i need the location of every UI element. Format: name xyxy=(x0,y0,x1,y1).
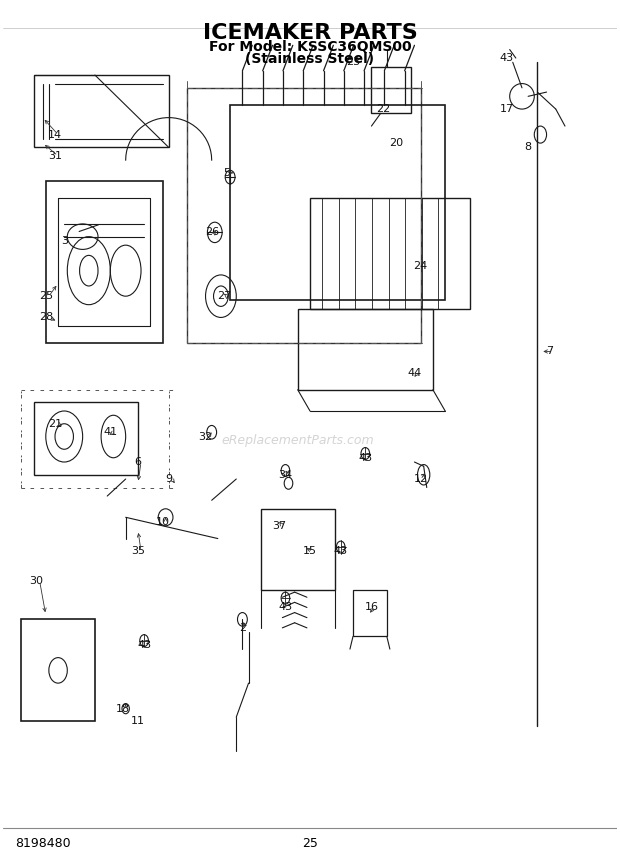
Bar xyxy=(298,309,433,389)
Text: 30: 30 xyxy=(30,576,43,586)
Text: 34: 34 xyxy=(278,470,293,479)
Text: 44: 44 xyxy=(407,368,422,377)
Text: eReplacementParts.com: eReplacementParts.com xyxy=(221,434,374,447)
Text: 5: 5 xyxy=(224,168,231,178)
Bar xyxy=(33,75,169,147)
Text: 21: 21 xyxy=(48,419,62,429)
Bar xyxy=(371,67,412,113)
Text: 7: 7 xyxy=(546,347,553,356)
Text: 43: 43 xyxy=(500,53,514,63)
Text: (Stainless Steel): (Stainless Steel) xyxy=(246,52,374,66)
Text: 35: 35 xyxy=(131,546,145,556)
Text: 10: 10 xyxy=(156,516,169,526)
Bar xyxy=(310,199,470,309)
Text: 8198480: 8198480 xyxy=(15,836,71,849)
Text: 24: 24 xyxy=(414,261,428,271)
Text: 8: 8 xyxy=(525,142,532,152)
Text: 26: 26 xyxy=(205,228,219,237)
Bar xyxy=(187,88,420,343)
Text: 25: 25 xyxy=(302,836,318,849)
Text: 14: 14 xyxy=(48,129,62,140)
Text: 20: 20 xyxy=(389,138,403,148)
Text: 43: 43 xyxy=(278,602,293,611)
Text: For Model: KSSC36QMS00: For Model: KSSC36QMS00 xyxy=(209,40,411,54)
Text: 11: 11 xyxy=(131,716,145,727)
Text: 23: 23 xyxy=(346,57,360,68)
Text: 37: 37 xyxy=(272,520,286,531)
Text: 3: 3 xyxy=(61,236,68,246)
Text: ICEMAKER PARTS: ICEMAKER PARTS xyxy=(203,22,417,43)
Bar xyxy=(21,620,95,722)
Text: 43: 43 xyxy=(358,453,373,463)
Text: 41: 41 xyxy=(104,427,117,437)
Text: 28: 28 xyxy=(38,312,53,323)
Text: 6: 6 xyxy=(135,457,141,467)
Text: 31: 31 xyxy=(48,151,62,161)
Text: 17: 17 xyxy=(500,104,514,114)
Text: 27: 27 xyxy=(217,291,231,301)
Text: 43: 43 xyxy=(137,640,151,650)
Bar xyxy=(33,402,138,475)
Bar xyxy=(353,590,387,636)
Text: 25: 25 xyxy=(38,291,53,301)
Text: 32: 32 xyxy=(198,431,213,442)
Text: 2: 2 xyxy=(239,623,246,633)
Text: 22: 22 xyxy=(376,104,391,114)
Text: 9: 9 xyxy=(165,474,172,484)
Text: 18: 18 xyxy=(115,704,130,714)
Bar xyxy=(230,104,445,300)
Text: 43: 43 xyxy=(334,546,348,556)
Text: 12: 12 xyxy=(414,474,428,484)
Text: 15: 15 xyxy=(303,546,317,556)
Bar xyxy=(261,508,335,590)
Text: 16: 16 xyxy=(365,602,378,611)
Bar xyxy=(46,181,162,343)
